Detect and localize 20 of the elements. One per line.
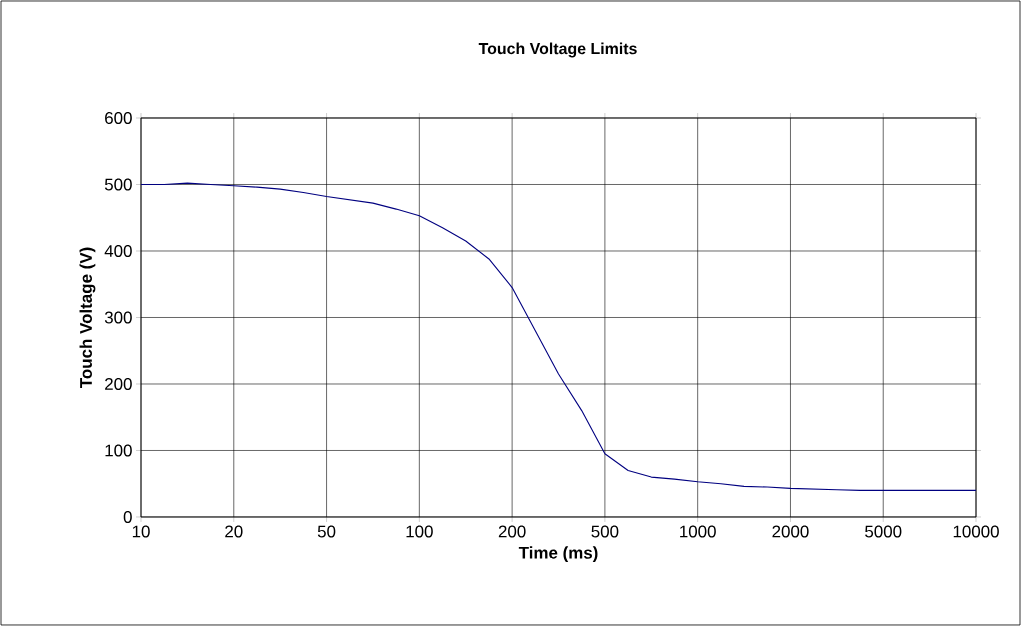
x-tick-label: 10 [132,525,150,538]
y-tick-label: 0 [123,510,132,523]
x-tick-label: 100 [406,525,433,538]
x-tick-label: 500 [591,525,619,538]
chart-title: Touch Voltage Limits [478,42,637,58]
x-tick-label: 200 [498,525,526,538]
y-tick-label: 400 [104,244,132,257]
y-tick-label: 200 [105,377,132,390]
x-tick-label: 1000 [680,525,716,538]
x-tick-label: 2000 [772,525,809,538]
y-tick-label: 600 [105,111,132,124]
y-axis-title: Touch Voltage (V) [79,247,96,389]
x-tick-label: 50 [317,525,336,538]
x-tick-label: 5000 [865,525,902,538]
x-tick-label: 20 [225,525,243,538]
x-axis-title: Time (ms) [518,546,598,563]
y-tick-label: 300 [104,311,132,324]
x-tick-label: 10000 [953,525,999,538]
y-tick-label: 100 [105,444,132,457]
y-tick-label: 500 [104,178,132,191]
